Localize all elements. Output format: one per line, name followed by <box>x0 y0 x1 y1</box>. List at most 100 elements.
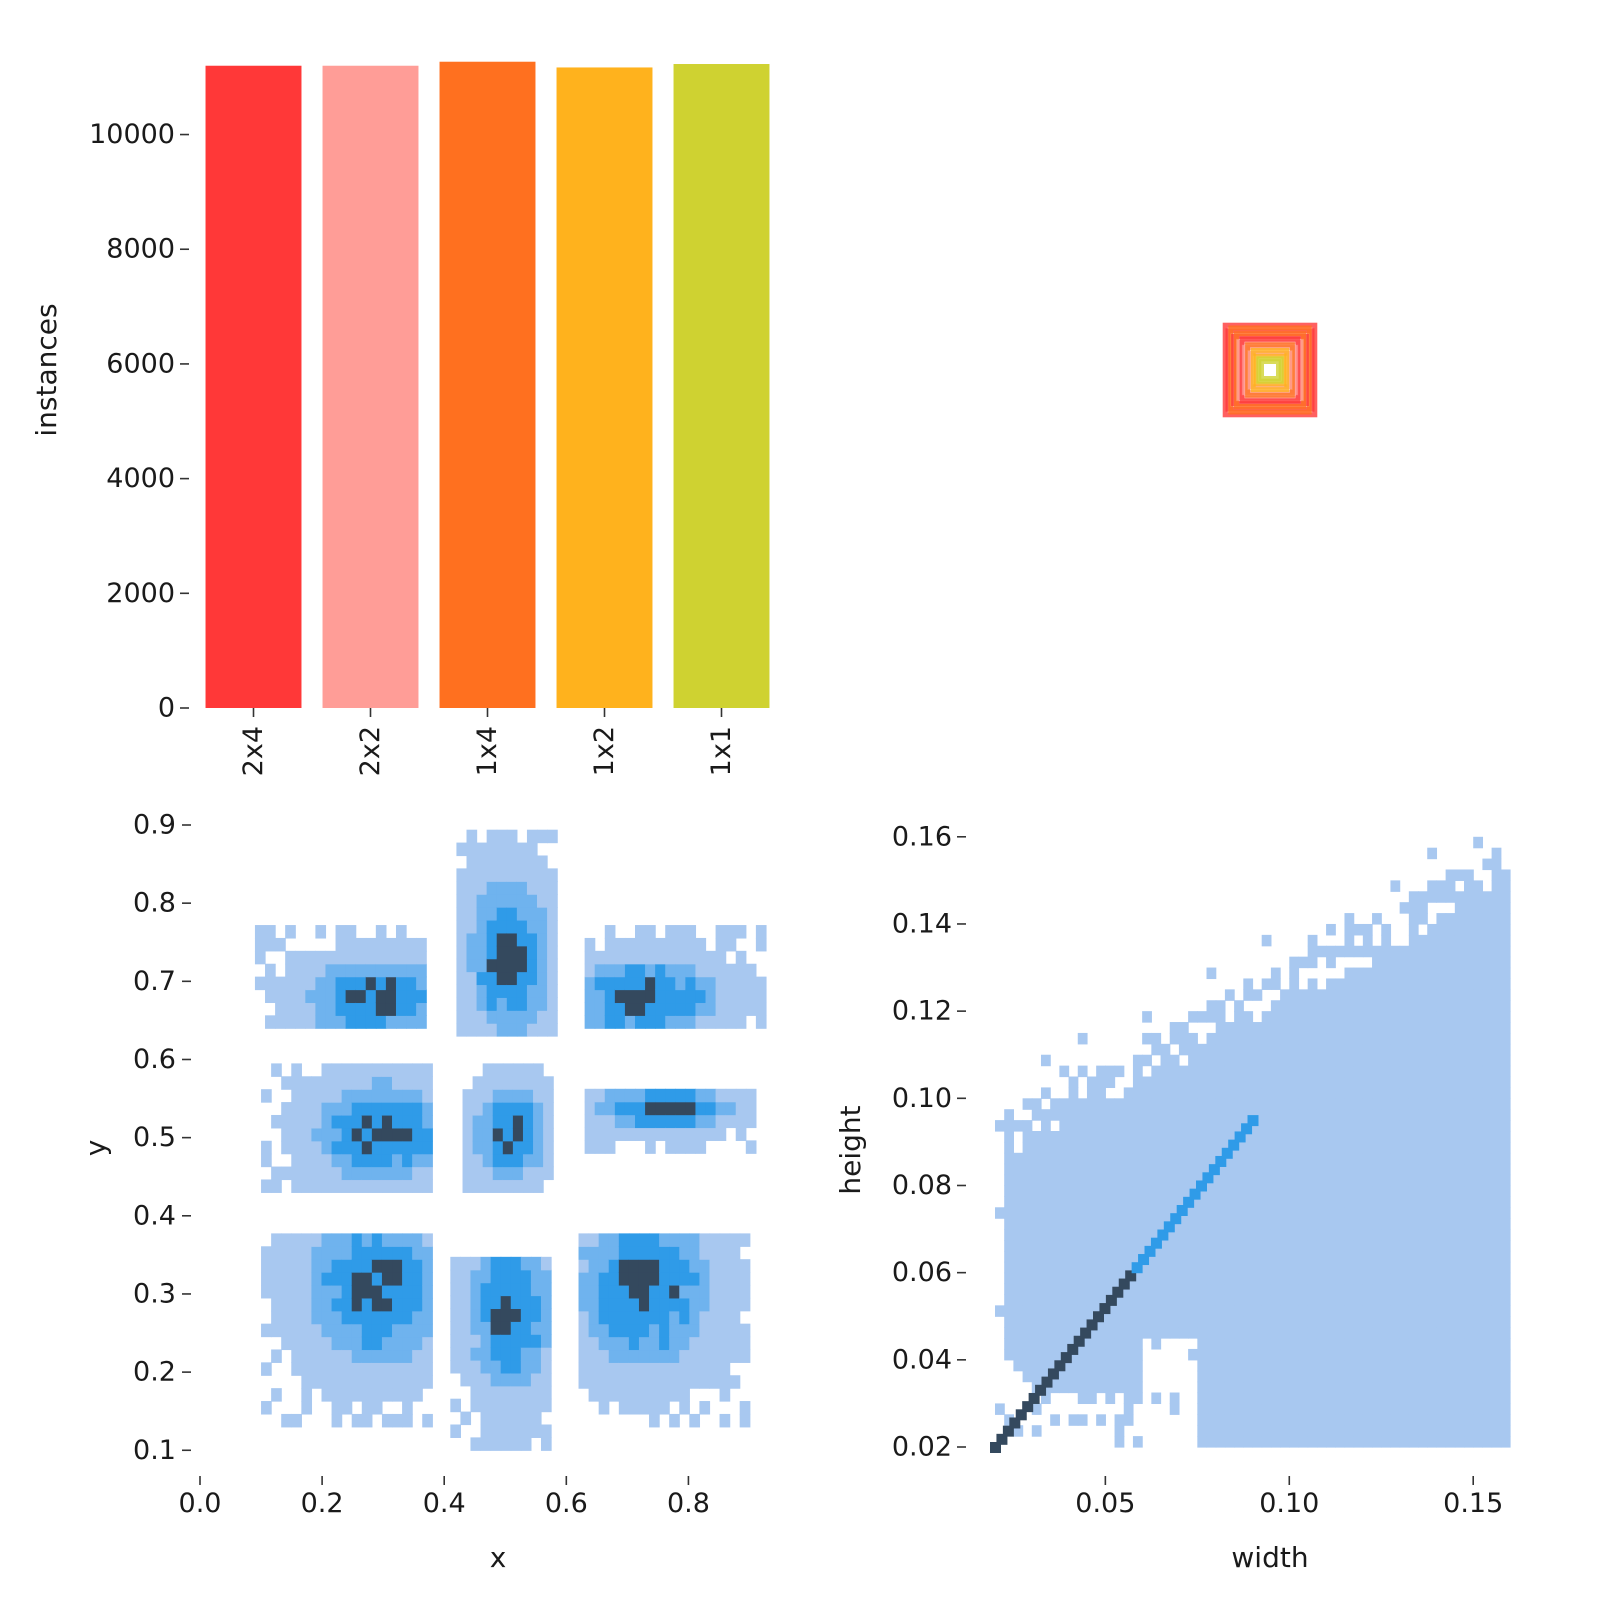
wh-heat-cell <box>1215 1272 1226 1285</box>
wh-heat-cell <box>1491 1032 1502 1045</box>
xy-heat-cell <box>482 1153 494 1168</box>
xy-heat-cell <box>331 1259 343 1273</box>
wh-heat-cell <box>1427 880 1438 892</box>
wh-heat-cell <box>1464 1425 1474 1437</box>
wh-heat-cell <box>1050 1174 1060 1187</box>
wh-heat-cell <box>1270 1152 1281 1165</box>
wh-heat-cell <box>1270 1065 1281 1078</box>
xy-heat-cell <box>679 1284 690 1299</box>
xy-heat-cell <box>486 894 498 908</box>
xy-heat-cell <box>341 1246 353 1260</box>
wh-heat-cell <box>1004 1348 1014 1361</box>
wh-heat-cell <box>1243 1032 1254 1045</box>
xy-heat-cell <box>265 976 276 991</box>
xy-heat-cell <box>624 1088 636 1103</box>
wh-heat-cell <box>1215 1229 1226 1241</box>
xy-heat-cell <box>351 1272 363 1286</box>
xy-heat-cell <box>537 855 548 869</box>
bar-xtick-label: 1x1 <box>706 726 737 776</box>
wh-heat-cell <box>1243 1087 1254 1099</box>
wh-heat-cell <box>1390 1152 1401 1165</box>
xy-heat-cell <box>381 1349 393 1363</box>
xy-heat-cell <box>618 1375 630 1389</box>
xy-heat-cell <box>341 1336 353 1351</box>
wh-heat-cell <box>1362 945 1373 958</box>
wh-heat-cell <box>1031 1327 1042 1339</box>
xy-heat-cell <box>547 894 558 908</box>
xy-heat-cell <box>578 1272 590 1286</box>
wh-heat-cell <box>1013 1218 1024 1230</box>
wh-heat-cell <box>1050 1316 1060 1328</box>
wh-heat-cell <box>1353 1403 1364 1415</box>
wh-heat-cell <box>1307 1239 1318 1252</box>
wh-heat-cell <box>1372 1370 1382 1383</box>
wh-heat-cell <box>1344 1000 1355 1012</box>
wh-heat-cell <box>1381 1272 1392 1285</box>
xy-heat-cell <box>628 1349 640 1363</box>
xy-heat-cell <box>285 950 296 965</box>
wh-heat-cell <box>1362 1359 1373 1372</box>
xy-heat-cell <box>462 1127 474 1142</box>
xy-heat-cell <box>301 1388 313 1402</box>
wh-ytick-label: 0.16 <box>892 821 952 852</box>
xy-heat-cell <box>512 1127 524 1142</box>
wh-heat-cell <box>1500 1239 1511 1252</box>
xy-heat-cell <box>482 1076 494 1090</box>
xy-heat-cell <box>285 963 296 978</box>
bar-2x4 <box>205 65 302 709</box>
xy-heat-cell <box>604 925 616 939</box>
wh-heat-cell <box>1004 1131 1014 1143</box>
xy-heat-cell <box>685 1015 697 1029</box>
xy-heat-cell <box>301 1089 313 1103</box>
wh-heat-cell <box>1206 1305 1217 1317</box>
xy-heat-cell <box>345 976 357 991</box>
wh-heat-cell <box>1270 1425 1281 1437</box>
xy-heat-cell <box>422 1310 433 1325</box>
xy-heat-cell <box>305 1015 316 1029</box>
wh-heat-cell <box>1215 1207 1226 1219</box>
xy-heat-cell <box>537 919 548 934</box>
wh-heat-cell <box>1004 1338 1014 1350</box>
wh-heat-cell <box>1372 1327 1382 1339</box>
wh-heat-cell <box>1132 1131 1143 1143</box>
wh-heat-cell <box>1004 1294 1014 1306</box>
wh-heat-cell <box>1252 1174 1263 1187</box>
wh-heat-cell <box>1482 1338 1493 1350</box>
wh-heat-cell <box>1491 1141 1502 1154</box>
wh-heat-cell <box>1280 1185 1290 1197</box>
wh-heat-cell <box>1436 1065 1447 1078</box>
wh-heat-cell <box>1206 1436 1217 1448</box>
wh-heat-cell <box>1408 1294 1419 1306</box>
xy-heat-cell <box>729 1310 741 1325</box>
xy-heat-cell <box>522 1102 534 1116</box>
wh-heat-cell <box>1482 1370 1493 1383</box>
wh-heat-cell <box>1206 1359 1217 1372</box>
wh-heat-cell <box>1280 1196 1290 1208</box>
wh-heat-cell <box>1362 1327 1373 1339</box>
wh-heat-cell <box>1215 1098 1226 1110</box>
wh-heat-cell <box>1022 1338 1033 1350</box>
wh-heat-cell <box>1050 1098 1060 1110</box>
wh-heat-cell <box>1491 1011 1502 1023</box>
wh-heat-cell <box>1491 956 1502 969</box>
wh-heat-cell <box>1344 1011 1355 1023</box>
xy-heat-cell <box>335 937 347 952</box>
xy-heat-cell <box>537 829 548 844</box>
wh-heat-cell <box>1280 1370 1290 1383</box>
xy-heat-cell <box>649 1388 660 1402</box>
wh-heat-cell <box>1381 1436 1392 1448</box>
wh-heat-cell <box>1418 1185 1428 1197</box>
xy-heat-cell <box>725 1002 737 1016</box>
xy-heat-cell <box>412 1336 423 1351</box>
wh-heat-cell <box>1004 1174 1014 1187</box>
wh-heat-cell <box>1261 1414 1272 1426</box>
xy-heat-cell <box>689 1336 701 1351</box>
xy-heat-cell <box>705 1101 717 1116</box>
wh-heat-cell <box>1326 1359 1336 1372</box>
xy-heat-cell <box>638 1362 650 1376</box>
xy-heat-cell <box>470 1360 482 1374</box>
xy-heat-cell <box>281 1413 292 1428</box>
xy-heat-cell <box>301 1401 313 1415</box>
xy-heat-cell <box>675 1015 686 1029</box>
xy-heat-cell <box>466 894 478 908</box>
